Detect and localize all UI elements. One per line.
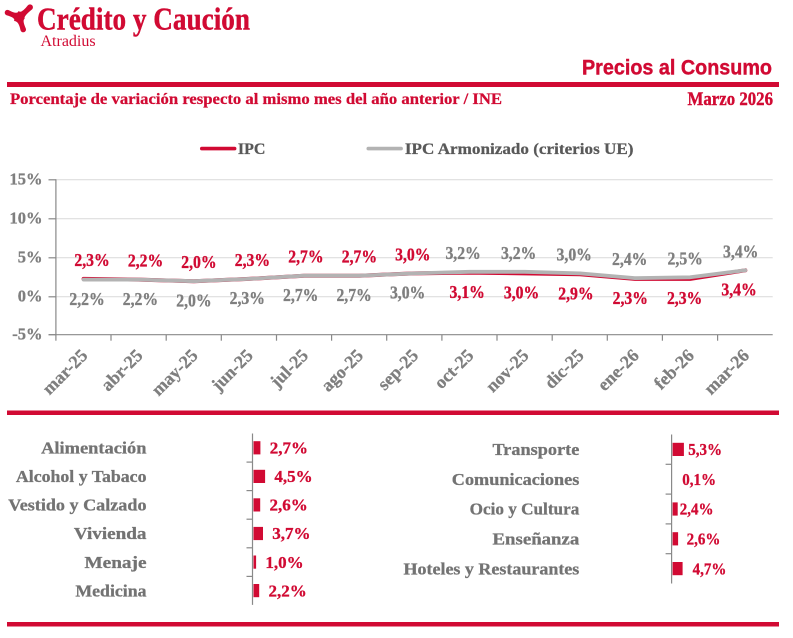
svg-text:Hoteles y Restaurantes: Hoteles y Restaurantes (404, 559, 580, 578)
svg-text:15%: 15% (10, 170, 43, 189)
svg-text:Marzo 2026: Marzo 2026 (688, 89, 774, 110)
svg-text:2,6%: 2,6% (270, 496, 308, 515)
svg-text:3,0%: 3,0% (557, 244, 592, 264)
svg-text:2,6%: 2,6% (687, 530, 721, 549)
svg-text:2,4%: 2,4% (680, 500, 714, 519)
svg-text:3,0%: 3,0% (390, 283, 425, 303)
svg-text:1,0%: 1,0% (265, 553, 303, 572)
svg-text:3,1%: 3,1% (450, 282, 485, 302)
svg-text:Vestido y Calzado: Vestido y Calzado (8, 496, 146, 515)
svg-text:4,5%: 4,5% (274, 467, 312, 486)
svg-text:Atradius: Atradius (41, 33, 96, 50)
svg-text:5,3%: 5,3% (688, 440, 722, 459)
svg-text:Medicina: Medicina (75, 581, 147, 600)
svg-text:Menaje: Menaje (85, 553, 147, 572)
svg-text:3,2%: 3,2% (501, 243, 536, 263)
svg-text:0,1%: 0,1% (682, 470, 716, 489)
svg-text:-5%: -5% (12, 325, 42, 344)
svg-text:3,2%: 3,2% (445, 243, 480, 263)
svg-text:Vivienda: Vivienda (74, 524, 147, 543)
svg-text:IPC: IPC (238, 141, 266, 158)
svg-text:2,3%: 2,3% (230, 288, 265, 308)
svg-text:2,7%: 2,7% (288, 247, 323, 267)
svg-text:2,3%: 2,3% (235, 250, 270, 270)
svg-text:2,5%: 2,5% (668, 248, 703, 268)
svg-text:Porcentaje de variación respec: Porcentaje de variación respecto al mism… (10, 91, 502, 108)
svg-text:Precios al Consumo: Precios al Consumo (582, 56, 772, 80)
svg-text:Alimentación: Alimentación (41, 439, 147, 458)
svg-text:Crédito y Caución: Crédito y Caución (37, 2, 250, 37)
svg-text:2,3%: 2,3% (667, 288, 702, 308)
svg-text:4,7%: 4,7% (693, 559, 727, 578)
svg-text:2,2%: 2,2% (128, 251, 163, 271)
svg-text:3,0%: 3,0% (504, 283, 539, 303)
svg-text:2,4%: 2,4% (612, 249, 647, 269)
svg-text:2,2%: 2,2% (123, 289, 158, 309)
svg-text:10%: 10% (10, 209, 43, 228)
svg-text:2,0%: 2,0% (181, 252, 216, 272)
svg-text:2,7%: 2,7% (283, 285, 318, 305)
svg-text:2,2%: 2,2% (69, 289, 104, 309)
svg-text:5%: 5% (18, 248, 43, 267)
svg-text:2,2%: 2,2% (269, 581, 307, 600)
svg-text:2,7%: 2,7% (270, 439, 308, 458)
svg-text:Ocio y Cultura: Ocio y Cultura (470, 500, 580, 519)
svg-text:3,0%: 3,0% (395, 244, 430, 264)
svg-text:2,3%: 2,3% (74, 250, 109, 270)
svg-text:Transporte: Transporte (493, 440, 580, 459)
svg-text:3,7%: 3,7% (272, 524, 310, 543)
svg-text:2,7%: 2,7% (336, 285, 371, 305)
svg-text:2,0%: 2,0% (176, 290, 211, 310)
svg-text:Comunicaciones: Comunicaciones (452, 470, 580, 489)
svg-text:0%: 0% (18, 287, 43, 306)
svg-text:3,4%: 3,4% (721, 280, 756, 300)
svg-text:IPC Armonizado (criterios UE): IPC Armonizado (criterios UE) (405, 141, 634, 158)
svg-text:Alcohol y Tabaco: Alcohol y Tabaco (16, 467, 147, 486)
svg-text:2,9%: 2,9% (558, 283, 593, 303)
svg-text:2,7%: 2,7% (342, 247, 377, 267)
svg-text:3,4%: 3,4% (723, 241, 758, 261)
svg-text:Enseñanza: Enseñanza (493, 530, 580, 549)
svg-text:2,3%: 2,3% (613, 288, 648, 308)
